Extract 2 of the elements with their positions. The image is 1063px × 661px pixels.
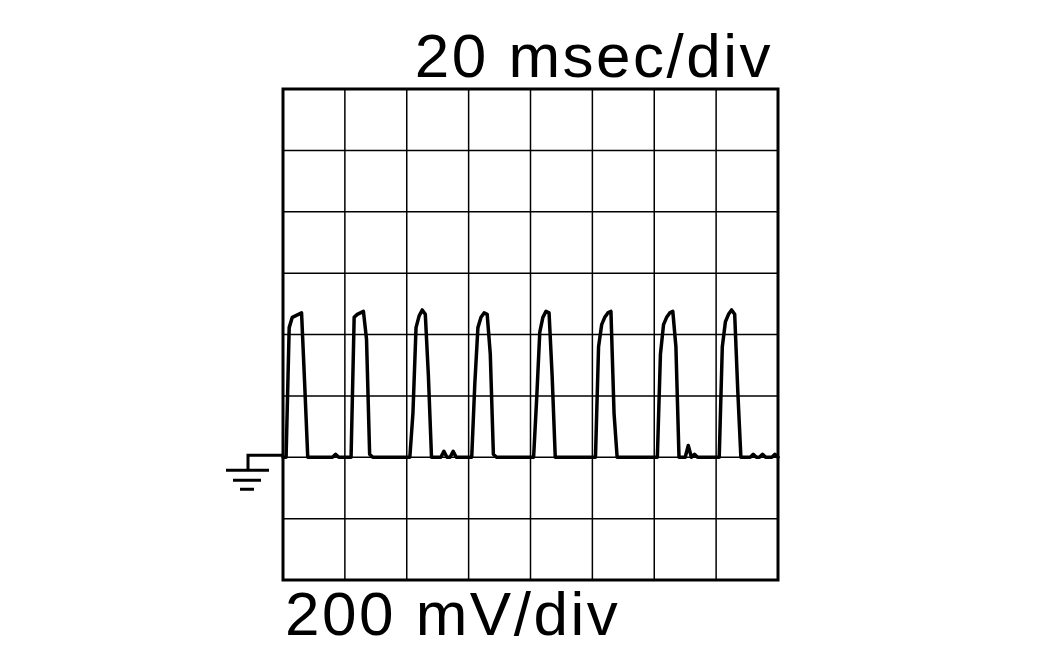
text: 200 mV/div <box>285 579 621 648</box>
x-axis-title: 20 msec/div <box>414 21 773 90</box>
